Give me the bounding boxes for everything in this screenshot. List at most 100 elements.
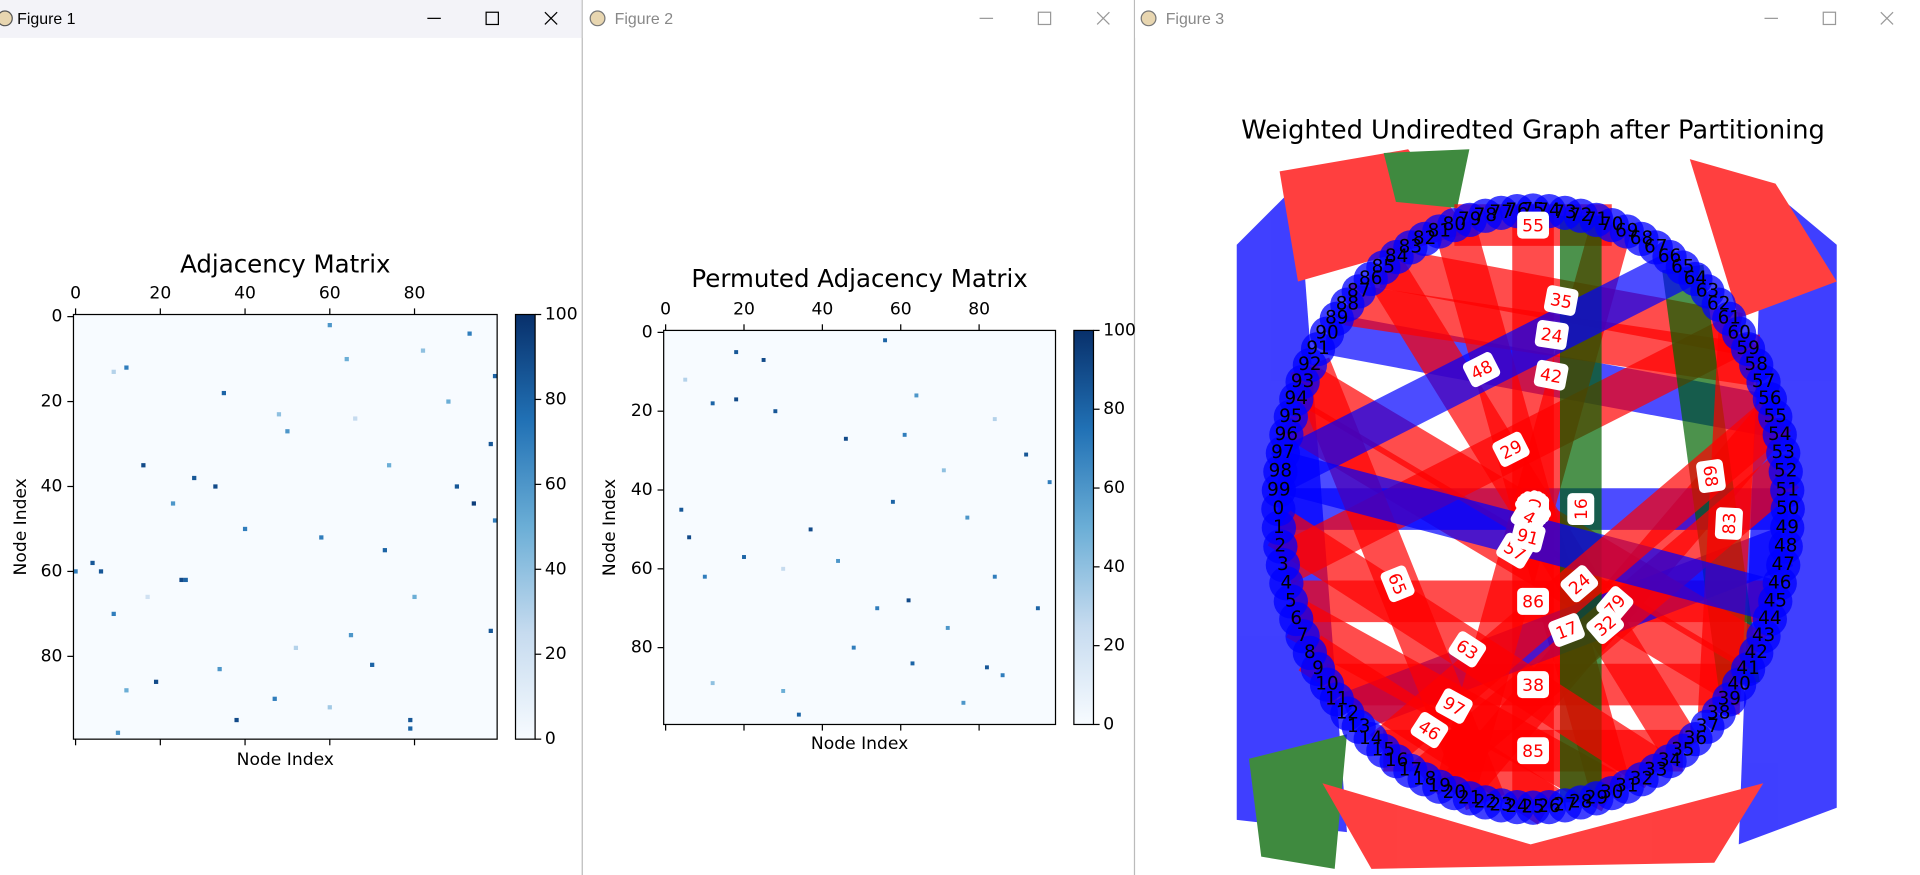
edge-label: 65 — [1380, 565, 1415, 603]
cell — [73, 569, 78, 574]
edge-label: 35 — [1543, 285, 1579, 316]
cell — [170, 501, 176, 506]
edge-label-box — [1696, 459, 1726, 494]
x-axis-label: Node Index — [237, 750, 334, 770]
edge-label-box — [1560, 565, 1599, 603]
cell — [796, 712, 801, 717]
cell — [327, 323, 332, 328]
cell — [1047, 480, 1052, 485]
chart-title: Adjacency Matrix — [180, 250, 390, 279]
backdrop-shape — [1322, 783, 1764, 869]
node-label: 50 — [1776, 498, 1799, 519]
cell — [914, 393, 919, 398]
node-label: 64 — [1684, 268, 1707, 289]
window-title: Figure 2 — [615, 11, 674, 28]
y-tick-label: 80 — [631, 638, 653, 658]
node-label: 51 — [1776, 479, 1799, 500]
app-icon — [589, 10, 606, 27]
node-label: 89 — [1325, 308, 1348, 329]
chart-title: Permuted Adjacency Matrix — [691, 264, 1027, 293]
cell — [348, 632, 354, 638]
node-label: 32 — [1630, 768, 1653, 789]
node-label: 57 — [1752, 371, 1775, 392]
node-label: 63 — [1696, 280, 1719, 301]
node-label: 73 — [1553, 202, 1576, 223]
edge-label: 85 — [1517, 737, 1549, 765]
node-label: 98 — [1269, 461, 1292, 482]
node-label: 61 — [1718, 308, 1741, 329]
edge-label-box — [1714, 507, 1743, 540]
edge-label-box — [1517, 211, 1549, 239]
cell — [902, 432, 907, 437]
cell — [234, 717, 239, 723]
close-button[interactable] — [1880, 11, 1894, 25]
cell — [446, 399, 451, 404]
app-icon — [1140, 10, 1157, 27]
node-label: 11 — [1325, 688, 1348, 709]
maximize-button[interactable] — [1037, 11, 1052, 26]
window-1: Figure 1 — [0, 0, 582, 38]
cell — [98, 569, 104, 574]
cell — [242, 526, 248, 532]
maximize-button[interactable] — [1822, 11, 1837, 26]
cell — [1035, 606, 1040, 611]
cell — [111, 369, 116, 374]
edge-label-box — [1533, 359, 1569, 391]
cell — [141, 463, 146, 468]
cell — [471, 501, 476, 506]
edge-label: 46 — [1410, 711, 1449, 749]
x-tick-label: 0 — [70, 284, 81, 304]
maximize-button[interactable] — [485, 11, 499, 26]
node-label: 39 — [1718, 688, 1741, 709]
node-label: 84 — [1385, 246, 1408, 267]
node-label: 65 — [1671, 257, 1694, 278]
y-tick-label: 20 — [41, 392, 63, 412]
node-label: 88 — [1336, 294, 1359, 315]
cell — [467, 331, 472, 336]
title-bar[interactable] — [582, 0, 1134, 38]
cell — [683, 377, 688, 382]
node-label: 13 — [1347, 716, 1370, 737]
y-tick-label: 60 — [41, 561, 63, 581]
node-label: 40 — [1727, 674, 1750, 695]
cell — [710, 401, 715, 406]
node-label: 12 — [1336, 703, 1359, 724]
cell — [992, 574, 997, 579]
cell — [679, 507, 684, 512]
close-button[interactable] — [544, 11, 558, 25]
y-tick-label: 0 — [642, 322, 653, 342]
title-bar[interactable] — [1135, 0, 1920, 38]
node-label: 49 — [1776, 517, 1799, 538]
heatmap: 0 20 40 60 80 0 20 40 60 80 Adjacency Matrix Node I… — [11, 250, 578, 770]
colorbar-tick-label: 100 — [545, 305, 578, 325]
cell — [145, 594, 150, 600]
node-label: 20 — [1443, 782, 1466, 803]
edge-label: 68 — [1696, 459, 1726, 494]
edge-label: 55 — [1517, 211, 1549, 239]
node-label: 42 — [1745, 642, 1768, 663]
node-label: 27 — [1553, 794, 1576, 815]
edge-label-box — [1380, 565, 1415, 603]
edge-label: 32 — [1586, 606, 1625, 645]
cell — [742, 555, 746, 559]
edge-weight: 55 — [1522, 216, 1544, 236]
node-label: 41 — [1736, 658, 1759, 679]
x-axis-label: Node Index — [811, 734, 908, 754]
cell — [221, 390, 226, 396]
cell — [875, 606, 880, 611]
node-label: 22 — [1474, 791, 1497, 812]
node-label: 25 — [1521, 797, 1544, 818]
edge-weight: 16 — [1572, 498, 1592, 520]
node-label: 54 — [1768, 424, 1791, 445]
chart-title: Weighted Undiredted Graph after Partitio… — [1241, 115, 1825, 145]
close-button[interactable] — [1096, 11, 1110, 25]
title-bar[interactable] — [0, 0, 582, 38]
node-label: 4 — [1281, 572, 1293, 593]
node-label: 3 — [1277, 554, 1289, 575]
cell — [910, 661, 915, 666]
node-label: 43 — [1752, 625, 1775, 646]
cell — [961, 700, 966, 705]
cell — [217, 666, 222, 672]
node-label: 78 — [1474, 205, 1497, 226]
node-label: 80 — [1443, 214, 1466, 235]
